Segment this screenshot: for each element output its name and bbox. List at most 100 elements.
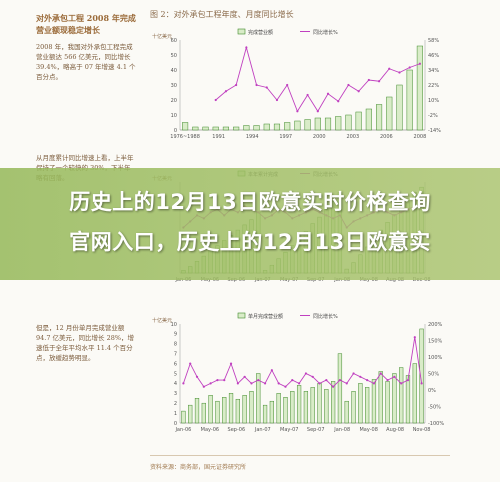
- x-tick-label: Jan-06: [174, 277, 191, 283]
- bar: [358, 383, 363, 424]
- bar: [303, 391, 309, 424]
- left-tick-label: 6: [174, 361, 177, 367]
- growth-point: [386, 379, 389, 382]
- bar: [396, 84, 403, 131]
- annual-growth-chart: 十亿美元 完成营业额 同比增长% 0 10 20 30 40 50 60 -14% -2% 10% 22%…: [152, 28, 441, 140]
- bar: [406, 69, 413, 131]
- bar: [416, 45, 423, 131]
- right-tick-label: 34%: [428, 68, 439, 74]
- growth-point: [236, 382, 239, 385]
- growth-point: [398, 71, 401, 74]
- bar: [222, 397, 227, 424]
- bar: [365, 108, 372, 131]
- x-tick-label: May-07: [280, 277, 298, 283]
- note-block-3: 但是，12 月份单月完成营业额 94.7 亿美元，同比增长 28%，增速低于全年…: [36, 323, 136, 363]
- x-tick-label: Nov-08: [413, 427, 431, 433]
- legend-bar-swatch: [237, 28, 246, 35]
- note-heading: 对外承包工程 2008 年完成营业额现稳定增长: [36, 13, 136, 35]
- growth-point: [229, 362, 233, 365]
- growth-point: [345, 382, 348, 385]
- x-tick-label: May-06: [201, 277, 219, 283]
- growth-point: [306, 93, 309, 97]
- growth-point: [270, 369, 273, 372]
- growth-point: [284, 385, 287, 388]
- bar: [324, 389, 329, 424]
- x-tick-label: Sep-06: [228, 277, 246, 283]
- single-month-chart: 十亿美元 单月完成营业额 同比增长% 0 1 2 3 4 5 6 7 8 9 10 -100% -50% 0% 5…: [152, 312, 444, 433]
- note-block-1: 对外承包工程 2008 年完成营业额现稳定增长 2008 年，我国对外承包工程完…: [36, 12, 136, 82]
- growth-point: [250, 382, 253, 385]
- right-tick-label: -14%: [428, 128, 441, 134]
- right-tick-label: 100%: [428, 355, 443, 361]
- bar: [419, 328, 424, 424]
- growth-point: [406, 379, 410, 382]
- right-tick-label: 46%: [428, 53, 439, 59]
- x-tick-label: Sep-07: [307, 277, 325, 283]
- growth-point: [182, 382, 185, 385]
- legend-bar-label: 单月完成营业额: [248, 313, 283, 320]
- growth-point: [291, 379, 294, 382]
- right-tick-label: 200%: [428, 322, 443, 328]
- bar: [283, 397, 288, 424]
- bar: [263, 123, 270, 131]
- bar: [331, 381, 336, 424]
- growth-point: [243, 375, 246, 378]
- legend-bar-label: 完成营业额: [248, 29, 273, 36]
- x-tick-label: May-07: [280, 427, 298, 433]
- growth-point: [325, 379, 328, 382]
- x-tick-label: 1976~1988: [170, 134, 200, 140]
- growth-point: [337, 100, 340, 103]
- bar: [242, 395, 247, 424]
- left-axis-unit: 十亿美元: [152, 317, 172, 324]
- left-tick-label: 8: [174, 342, 177, 348]
- x-tick-label: 2000: [313, 134, 326, 140]
- figure-title: 图 2：对外承包工程年度、月度同比增长: [150, 10, 294, 19]
- left-tick-label: 10: [171, 113, 177, 119]
- bar: [228, 393, 234, 424]
- bar: [385, 381, 390, 424]
- bar: [202, 126, 209, 131]
- bar: [256, 373, 261, 424]
- growth-point: [245, 46, 248, 49]
- bar: [201, 402, 206, 424]
- bar: [365, 387, 370, 424]
- x-tick-label: May-06: [201, 427, 219, 433]
- growth-point: [408, 66, 411, 69]
- bar: [345, 114, 352, 131]
- left-axis-unit: 十亿美元: [152, 33, 172, 40]
- growth-point: [372, 382, 376, 385]
- headline-line-1[interactable]: 历史上的12月13日欧意实时价格查询: [69, 190, 431, 214]
- bar: [294, 120, 301, 131]
- left-tick-label: 30: [171, 83, 177, 89]
- x-tick-label: 1991: [212, 134, 225, 140]
- right-tick-label: 50%: [428, 371, 439, 377]
- growth-point: [286, 83, 289, 87]
- bar: [290, 391, 295, 424]
- bar: [208, 395, 213, 424]
- x-tick-label: Jan-06: [174, 427, 191, 433]
- bar: [273, 123, 281, 131]
- right-tick-label: 0%: [428, 388, 436, 394]
- right-tick-label: -2%: [428, 113, 438, 119]
- x-tick-label: May-08: [359, 427, 377, 433]
- bar: [192, 126, 199, 131]
- headline-line-2[interactable]: 官网入口，历史上的12月13日欧意实: [69, 230, 431, 254]
- note-paragraph: 2008 年，我国对外承包工程完成营业额达 566 亿美元，同比增长 39.4%…: [36, 43, 136, 81]
- bar: [335, 116, 342, 131]
- left-tick-label: 0: [174, 128, 177, 134]
- bar: [243, 125, 250, 131]
- left-tick-label: 7: [174, 352, 177, 358]
- growth-point: [296, 110, 299, 113]
- right-tick-label: 10%: [428, 98, 439, 104]
- left-tick-label: 40: [171, 68, 177, 74]
- growth-point: [400, 382, 403, 385]
- growth-line: [182, 337, 423, 388]
- bar: [317, 383, 322, 424]
- bar: [262, 404, 268, 424]
- bar: [253, 125, 260, 131]
- growth-point: [357, 90, 360, 93]
- growth-point: [316, 110, 319, 113]
- growth-point: [393, 375, 396, 378]
- growth-point: [224, 90, 228, 93]
- bar: [392, 373, 397, 424]
